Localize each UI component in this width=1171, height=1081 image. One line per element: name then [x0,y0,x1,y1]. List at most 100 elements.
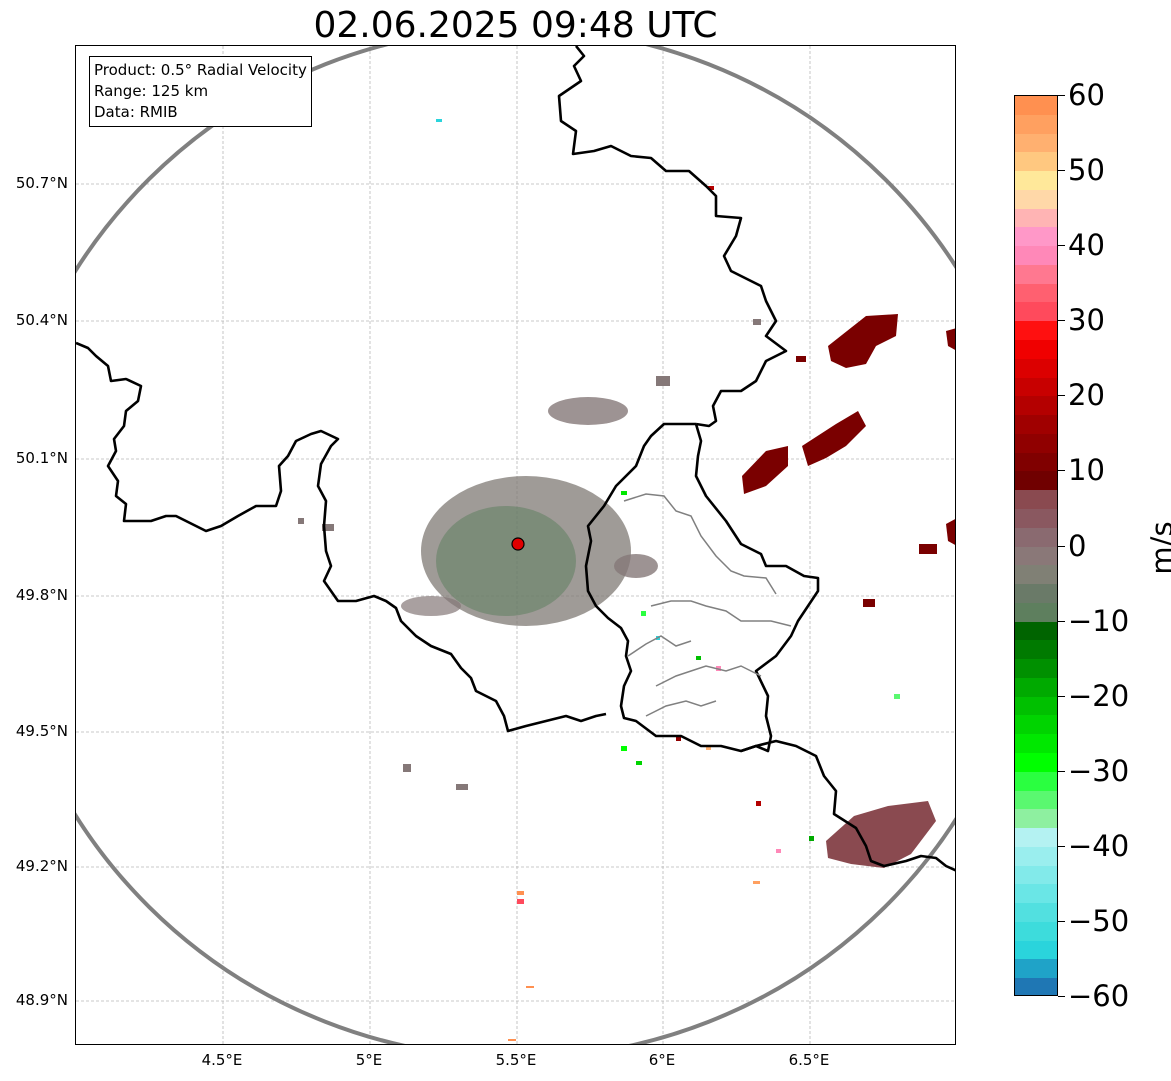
echo-cell-e-1 [946,519,955,545]
colorbar-segment [1015,321,1057,340]
echo-cell-e-2 [919,544,937,554]
echo-pixel [517,899,524,904]
echo-pixel [706,746,711,750]
colorbar-segment [1015,359,1057,378]
echo-pixel [753,319,761,325]
colorbar-tick [1058,470,1065,471]
colorbar-tick [1058,170,1065,171]
lon-tick-label: 6°E [648,1051,676,1069]
colorbar-segment [1015,490,1057,509]
colorbar-tick [1058,395,1065,396]
colorbar-segment [1015,115,1057,134]
colorbar-segment [1015,640,1057,659]
subregion-line [655,665,762,687]
border-be-fr-west [76,341,607,733]
echo-pixel [436,119,442,122]
colorbar-segment [1015,453,1057,471]
lat-tick-label: 48.9°N [15,991,68,1009]
colorbar-tick [1058,320,1065,321]
colorbar-tick [1058,771,1065,772]
lon-tick-label: 6.5°E [788,1051,830,1069]
lon-tick-label: 4.5°E [201,1051,243,1069]
border-be-de [557,46,788,428]
colorbar-segment [1015,509,1057,528]
colorbar-tick-label: 50 [1068,153,1105,187]
colorbar-tick-label: −10 [1068,604,1130,638]
colorbar-tick-label: 40 [1068,228,1105,262]
echo-cluster-east [614,554,658,578]
colorbar-tick [1058,846,1065,847]
lat-tick-label: 50.7°N [15,174,68,192]
echo-pixel [656,376,670,386]
colorbar-segment [1015,809,1057,828]
colorbar-segment [1015,134,1057,152]
echo-pixel [526,986,534,988]
colorbar-segment [1015,791,1057,809]
colorbar-tick [1058,921,1065,922]
border-fr-de [740,739,955,872]
radar-map-canvas[interactable] [76,46,956,1045]
colorbar-segment [1015,340,1057,359]
colorbar-tick [1058,696,1065,697]
echo-cluster-southwest [401,596,461,616]
border-luxembourg [584,422,820,753]
colorbar-segment [1015,152,1057,171]
lat-tick-label: 49.2°N [15,857,68,875]
colorbar-segment [1015,828,1057,847]
colorbar-segment [1015,734,1057,753]
echo-pixel [621,491,627,495]
radar-site-marker[interactable] [511,537,525,551]
colorbar-segment [1015,941,1057,959]
echo-cell-ne-2 [802,411,866,466]
echo-pixel [753,881,760,884]
colorbar-segment [1015,265,1057,284]
colorbar-tick-label: 0 [1068,529,1087,563]
colorbar-segment [1015,209,1057,227]
radar-map[interactable] [75,45,956,1045]
colorbar-segment [1015,772,1057,791]
colorbar-segment [1015,903,1057,922]
velocity-echoes [298,119,955,1041]
echo-pixel [676,736,681,741]
colorbar-segment [1015,415,1057,434]
echo-pixel [621,746,627,751]
echo-pixel [863,599,875,607]
colorbar-segment [1015,584,1057,603]
colorbar-tick-label: −60 [1068,979,1130,1013]
colorbar-tick [1058,546,1065,547]
colorbar-segment [1015,622,1057,640]
colorbar-segment [1015,227,1057,246]
echo-cell-se [826,801,936,868]
colorbar-segment [1015,96,1057,115]
colorbar-segment [1015,547,1057,565]
colorbar-unit-label: m/s [1145,521,1171,575]
lat-tick-label: 49.8°N [15,586,68,604]
echo-pixel [756,801,761,806]
echo-pixel [508,1039,516,1041]
colorbar-segment [1015,884,1057,903]
colorbar-segment [1015,847,1057,866]
colorbar-tick-label: −50 [1068,904,1130,938]
subregion-line [650,600,792,627]
echo-pixel [708,186,714,190]
colorbar-segment [1015,302,1057,321]
colorbar-segment [1015,753,1057,772]
colorbar-segment [1015,922,1057,941]
echo-pixel [776,849,781,853]
colorbar-tick-label: 10 [1068,453,1105,487]
colorbar-tick [1058,95,1065,96]
echo-cluster-north [548,397,628,425]
lat-tick-label: 50.4°N [15,311,68,329]
colorbar-tick-label: 60 [1068,78,1105,112]
echo-pixel [403,764,411,772]
subregion-line [623,493,777,595]
velocity-colorbar [1014,95,1058,996]
lat-tick-label: 49.5°N [15,722,68,740]
subregion-borders [623,493,792,717]
echo-pixel [636,761,642,765]
subregion-line [645,700,717,717]
colorbar-segment [1015,284,1057,302]
echo-pixel [517,891,524,895]
colorbar-segment [1015,959,1057,978]
echo-cluster-center-green [436,506,576,616]
